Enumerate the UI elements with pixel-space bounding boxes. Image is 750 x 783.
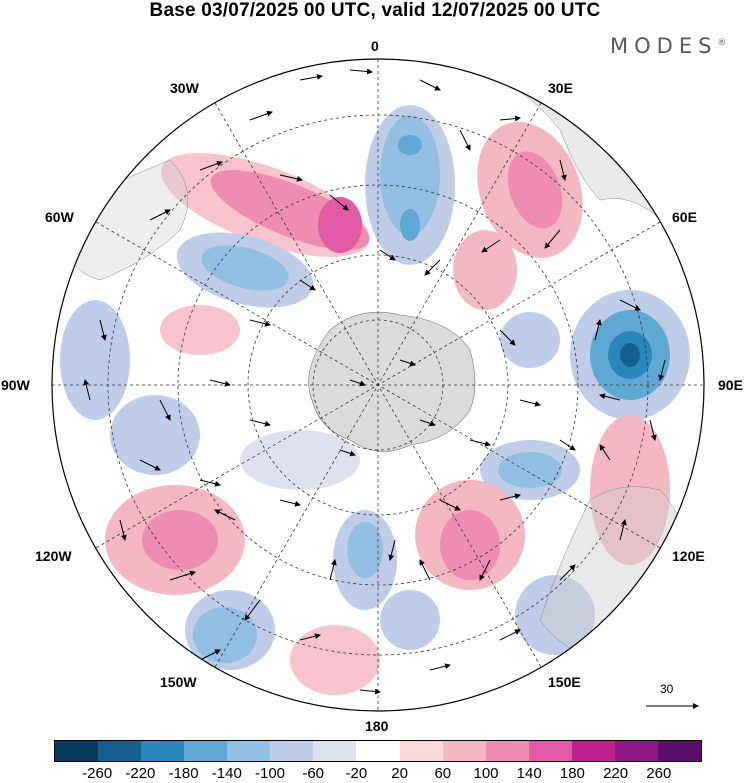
- wind-vectors: [83, 68, 666, 695]
- colorbar-swatch: [98, 741, 142, 761]
- colorbar-swatch: [184, 741, 228, 761]
- map-border: [51, 58, 705, 712]
- lon-label-150w: 150W: [160, 674, 197, 690]
- lon-label-180: 180: [365, 718, 389, 734]
- colorbar-swatch: [442, 741, 486, 761]
- map-title: Base 03/07/2025 00 UTC, valid 12/07/2025…: [149, 0, 601, 21]
- lon-label-0: 0: [371, 38, 379, 54]
- lon-label-90e: 90E: [718, 377, 743, 393]
- colorbar-tick-label: -220: [125, 765, 156, 782]
- brand-logo: MODES®: [610, 34, 726, 58]
- colorbar-tick-label: 140: [516, 765, 542, 782]
- colorbar-tick-label: 180: [559, 765, 585, 782]
- lon-label-60w: 60W: [45, 209, 74, 225]
- colorbar-tick-label: 100: [473, 765, 499, 782]
- lon-label-120e: 120E: [672, 548, 705, 564]
- colorbar-swatch: [657, 741, 701, 761]
- colorbar-swatch: [356, 741, 400, 761]
- lon-label-30e: 30E: [548, 80, 573, 96]
- colorbar-swatch: [313, 741, 357, 761]
- lon-label-60e: 60E: [672, 209, 697, 225]
- colorbar-tick-label: 20: [391, 765, 408, 782]
- lon-label-120w: 120W: [35, 548, 72, 564]
- colorbar-tick-label: -60: [302, 765, 325, 782]
- brand-text: MODES: [610, 34, 718, 58]
- colorbar: [54, 740, 702, 762]
- polar-stereographic-map: [51, 58, 705, 712]
- colorbar-swatch: [55, 741, 99, 761]
- colorbar-swatch: [227, 741, 271, 761]
- reference-vector-label: 30: [660, 682, 674, 696]
- lon-label-30w: 30W: [170, 80, 199, 96]
- colorbar-swatch: [571, 741, 615, 761]
- colorbar-tick-label: 220: [603, 765, 629, 782]
- colorbar-tick-label: -180: [168, 765, 199, 782]
- colorbar-swatch: [614, 741, 658, 761]
- south-america-landmass: [59, 159, 189, 281]
- graticule: [52, 59, 704, 711]
- antarctica-landmass: [308, 311, 476, 452]
- colorbar-swatch: [270, 741, 314, 761]
- colorbar-swatch: [399, 741, 443, 761]
- lon-label-90w: 90W: [1, 377, 30, 393]
- lon-label-150e: 150E: [548, 674, 581, 690]
- colorbar-tick-label: -140: [211, 765, 242, 782]
- colorbar-swatch: [141, 741, 185, 761]
- brand-mark: ®: [717, 38, 727, 48]
- colorbar-tick-label: 60: [434, 765, 452, 782]
- colorbar-swatch: [485, 741, 529, 761]
- colorbar-tick-label: -20: [345, 765, 368, 782]
- colorbar-swatch: [528, 741, 572, 761]
- colorbar-tick-label: 260: [646, 765, 672, 782]
- colorbar-tick-label: -100: [254, 765, 286, 782]
- colorbar-tick-label: -260: [82, 765, 113, 782]
